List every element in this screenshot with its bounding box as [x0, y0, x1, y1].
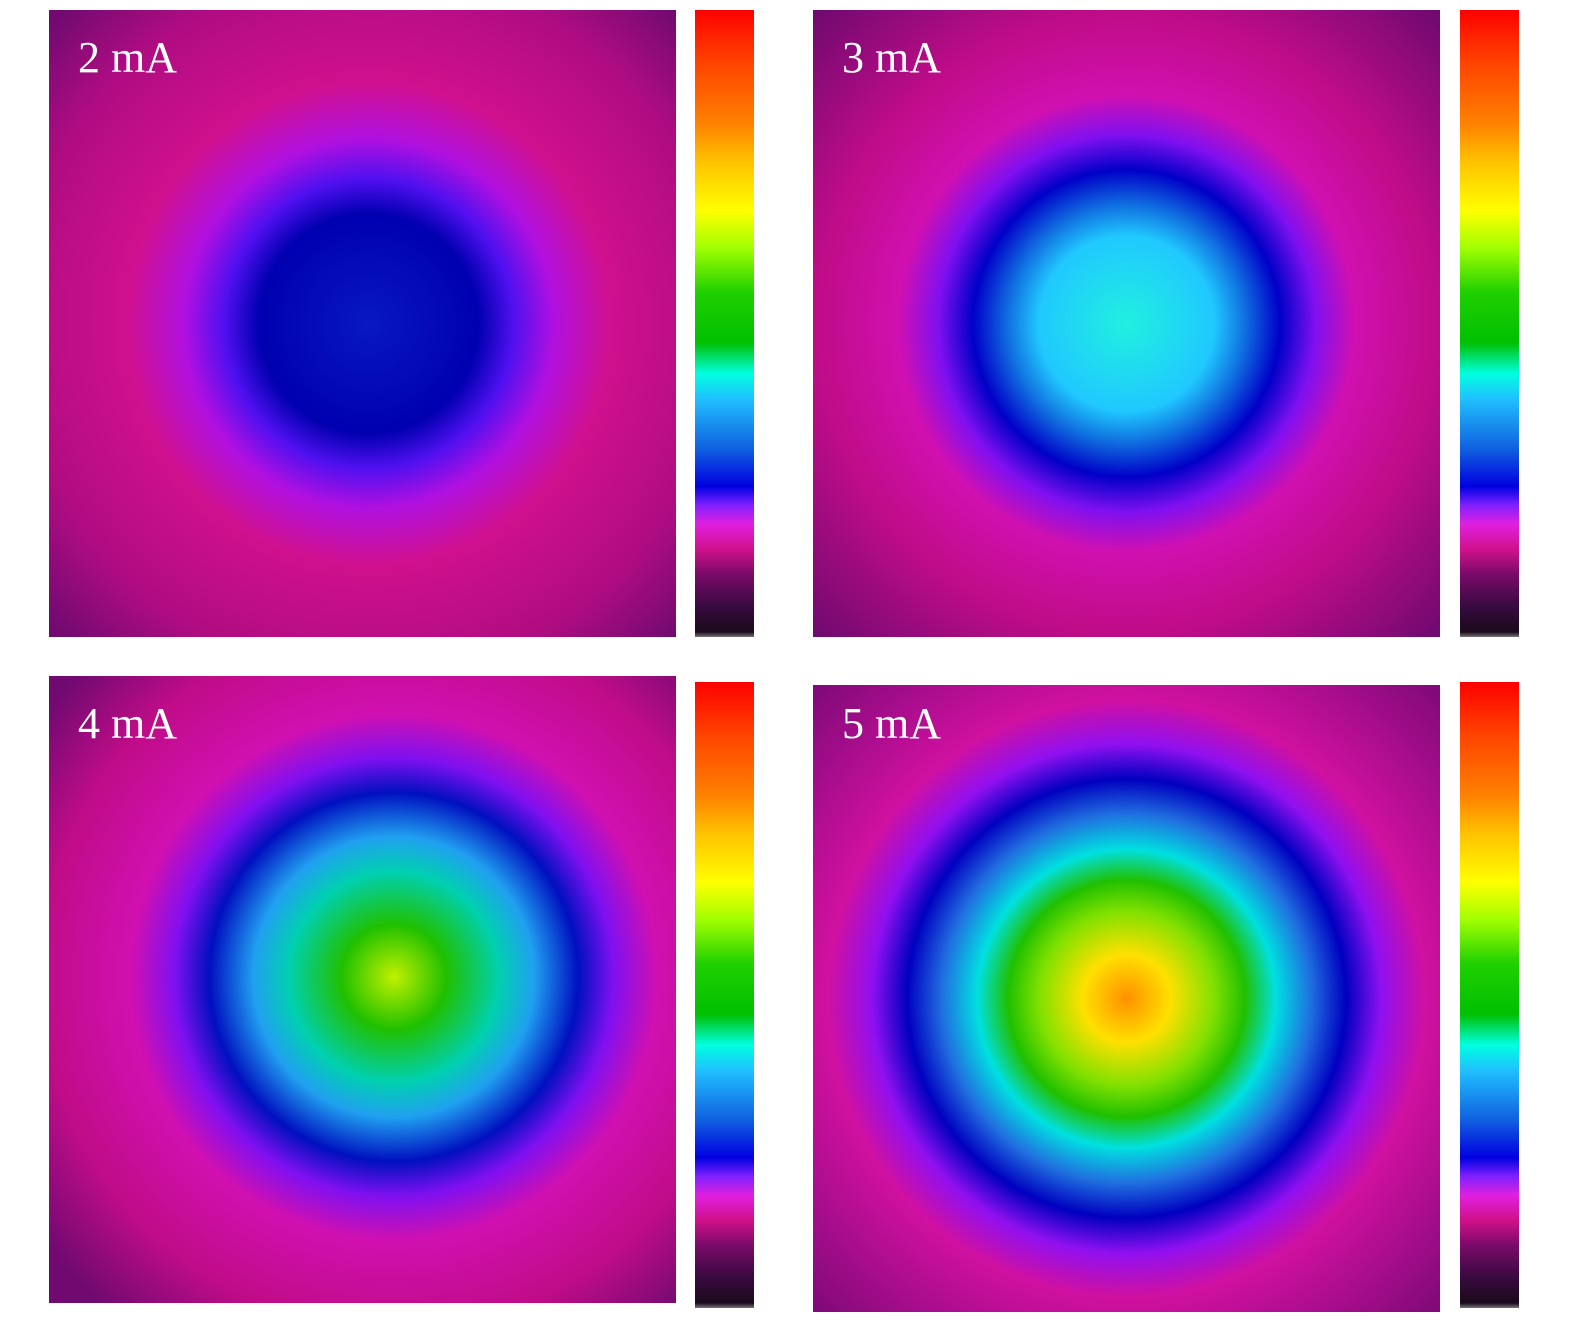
heatmap — [813, 10, 1440, 637]
colorbar — [1460, 682, 1519, 1308]
heatmap — [49, 10, 676, 637]
heatmap — [49, 676, 676, 1303]
heatmap — [813, 685, 1440, 1312]
panel-label: 4 mA — [78, 699, 177, 748]
colorbar — [1460, 10, 1519, 637]
colorbar — [695, 10, 754, 637]
panel-label: 2 mA — [78, 33, 177, 82]
panel-label: 5 mA — [842, 699, 941, 748]
colorbar — [695, 682, 754, 1308]
panel-label: 3 mA — [842, 33, 941, 82]
